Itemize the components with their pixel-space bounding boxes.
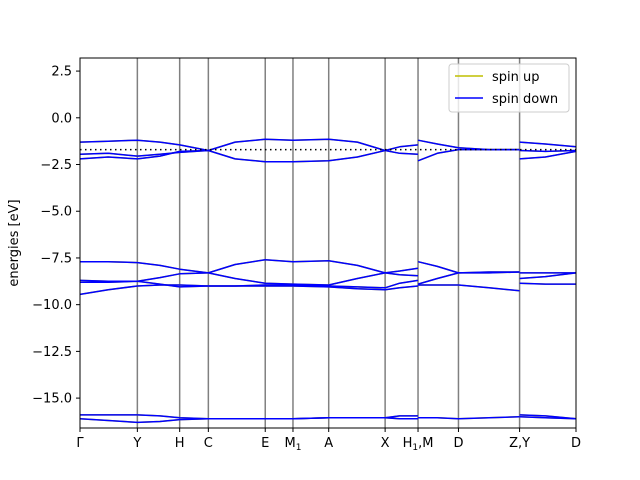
axes-frame [79, 57, 577, 429]
y-tick-label: −15.0 [32, 392, 72, 407]
band-line [79, 149, 419, 163]
band-line [519, 149, 577, 153]
band-line [79, 284, 419, 296]
x-tick-label: C [204, 436, 213, 451]
band-line [417, 148, 520, 162]
x-tick-label: E [261, 436, 269, 451]
band-line [418, 284, 520, 292]
band-line [519, 150, 577, 160]
band-line [79, 272, 209, 283]
legend-spin-up-label: spin up [492, 70, 540, 85]
x-tick-label: Z,Y [509, 436, 530, 451]
legend: spin up spin down [448, 63, 570, 113]
x-tick-label: Y [132, 436, 141, 451]
band-line [417, 271, 520, 285]
y-tick-label: −2.5 [40, 158, 72, 173]
x-tick-label: H1,M [403, 436, 434, 453]
band-line [79, 149, 209, 157]
x-tick-label: Γ [76, 436, 84, 451]
y-tick-label: −10.0 [32, 298, 72, 313]
band-line [519, 416, 577, 420]
x-tick-label: D [453, 436, 463, 451]
legend-spin-down-label: spin down [492, 92, 558, 107]
y-tick-label: 2.5 [51, 65, 72, 80]
x-tick-label: H [175, 436, 185, 451]
y-axis-label: energies [eV] [7, 199, 22, 286]
y-tick-label: −12.5 [32, 345, 72, 360]
band-line [519, 141, 577, 148]
y-tick-label: −7.5 [40, 251, 72, 266]
x-tick-label: X [381, 436, 390, 451]
y-tick-label: −5.0 [40, 205, 72, 220]
band-line [519, 272, 577, 280]
x-tick-label: A [324, 436, 333, 451]
y-tick-label: 0.0 [51, 111, 72, 126]
band-line [80, 259, 419, 274]
band-line [418, 416, 520, 420]
x-tick-label: D [571, 436, 581, 451]
band-line [79, 416, 418, 424]
band-line [208, 272, 419, 286]
plot-area [79, 58, 577, 428]
band-line [519, 282, 576, 285]
x-axis: Γ Y H C E M1 A X H1,M D Z,Y D [76, 428, 581, 453]
y-axis: −15.0 −12.5 −10.0 −7.5 −5.0 −2.5 0.0 2.5 [32, 65, 80, 407]
